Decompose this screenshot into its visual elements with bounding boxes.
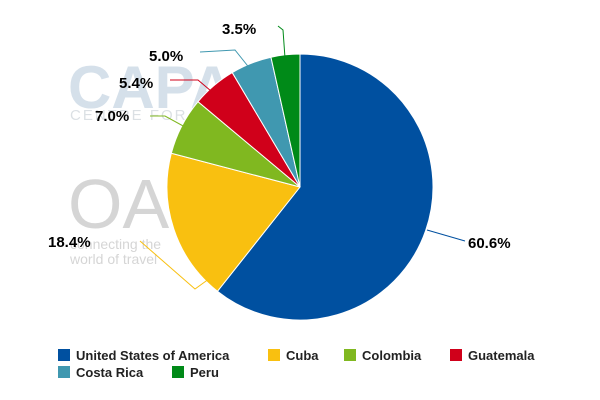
legend-item-peru: Peru [172,365,219,380]
data-label-costa-rica: 5.0% [149,48,183,65]
pie-slice-cuba [166,152,301,292]
leader-line-peru [277,25,286,59]
legend-label: Cuba [286,348,319,363]
leader-line-colombia [150,115,186,128]
legend-item-cuba: Cuba [268,348,319,363]
leader-line-united-states-of-america [426,229,466,242]
data-label-peru: 3.5% [222,21,256,38]
legend-label: Peru [190,365,219,380]
pie-slice-united-states-of-america [216,53,434,321]
legend-label: United States of America [76,348,230,363]
pie-slices [166,53,434,321]
legend-item-costa-rica: Costa Rica [58,365,144,380]
data-label-cuba: 18.4% [48,234,91,251]
watermark-oag-line1: connecting the [70,236,161,252]
data-label-colombia: 7.0% [95,108,129,125]
pie-slice-peru [270,53,301,188]
pie-labels: 60.6% 18.4% 7.0% 5.4% 5.0% 3.5% [48,21,511,252]
leader-line-guatemala [170,79,212,92]
legend-swatch [58,349,70,361]
legend-swatch [450,349,462,361]
legend-label: Colombia [362,348,422,363]
data-label-guatemala: 5.4% [119,75,153,92]
legend-item-guatemala: Guatemala [450,348,535,363]
pie-leader-lines [139,25,466,290]
watermark-oag-line2: world of travel [69,251,157,267]
legend-label: Costa Rica [76,365,144,380]
leader-line-costa-rica [199,49,252,71]
leader-line-cuba [139,240,214,290]
legend-swatch [268,349,280,361]
legend-item-colombia: Colombia [344,348,422,363]
legend: United States of America Cuba Colombia Guat… [58,348,535,380]
legend-swatch [344,349,356,361]
legend-swatch [58,366,70,378]
legend-swatch [172,366,184,378]
legend-label: Guatemala [468,348,535,363]
legend-item-united-states-of-america: United States of America [58,348,230,363]
data-label-united-states-of-america: 60.6% [468,235,511,252]
